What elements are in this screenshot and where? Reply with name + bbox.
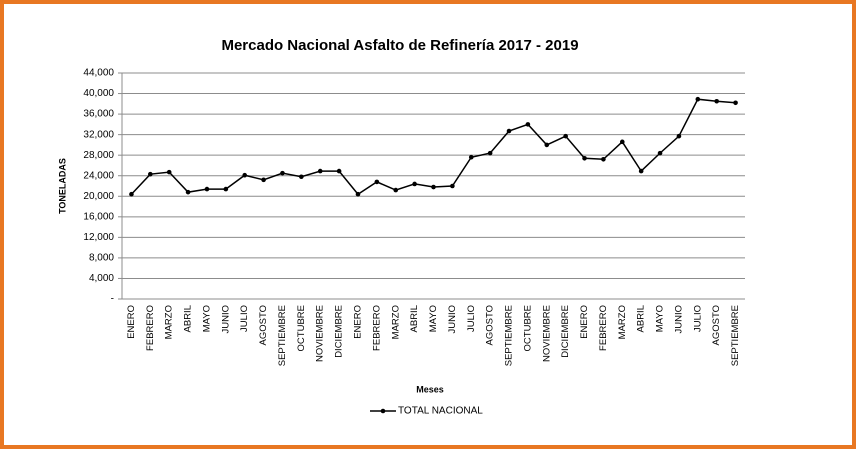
x-tick-label: MAYO — [428, 305, 439, 332]
point — [412, 181, 417, 187]
x-tick-label: AGOSTO — [711, 305, 722, 345]
point — [299, 174, 304, 180]
point — [563, 133, 568, 139]
point — [129, 191, 134, 197]
point — [450, 183, 455, 189]
point — [280, 170, 285, 176]
y-tick-label: 40,000 — [83, 88, 114, 99]
point — [393, 187, 399, 193]
x-tick-label: MARZO — [390, 305, 401, 339]
x-tick-label: MAYO — [655, 305, 666, 332]
y-axis-label: TONELADAS — [57, 158, 67, 214]
point — [582, 155, 587, 161]
x-tick-label: AGOSTO — [258, 305, 269, 345]
point — [242, 172, 248, 178]
x-tick-label: OCTUBRE — [296, 305, 307, 351]
x-tick-label: ENERO — [126, 305, 137, 339]
x-tick-label: SEPTIEMBRE — [504, 305, 515, 366]
y-tick-label: 44,000 — [83, 68, 114, 79]
x-tick-label: MARZO — [164, 305, 175, 339]
y-tick-label: 28,000 — [83, 150, 114, 161]
point — [166, 169, 172, 175]
x-tick-label: MARZO — [617, 305, 628, 339]
point — [657, 150, 663, 156]
point — [544, 142, 550, 148]
y-tick-label: 8,000 — [89, 253, 114, 264]
point — [468, 154, 474, 160]
point — [525, 122, 531, 127]
point — [619, 139, 625, 145]
point — [204, 186, 210, 192]
x-tick-label: JUNIO — [447, 305, 458, 334]
point — [185, 189, 191, 195]
y-tick-label: 12,000 — [83, 232, 114, 243]
point — [374, 179, 380, 185]
y-tick-label: 4,000 — [89, 273, 114, 284]
y-tick-label: 32,000 — [83, 129, 114, 140]
x-tick-label: FEBRERO — [145, 305, 156, 351]
x-tick-label: MAYO — [201, 305, 212, 332]
point — [148, 171, 153, 177]
point — [506, 128, 512, 134]
point — [601, 156, 606, 162]
point — [714, 98, 719, 104]
point — [261, 177, 266, 183]
point — [223, 186, 229, 192]
legend-label: TOTAL NACIONAL — [398, 406, 483, 417]
x-tick-label: DICIEMBRE — [334, 305, 345, 358]
y-tick-label: 36,000 — [83, 109, 114, 120]
y-tick-label: 20,000 — [83, 191, 114, 202]
x-tick-label: JUNIO — [220, 305, 231, 334]
point — [733, 100, 738, 106]
x-axis-label: Meses — [416, 384, 444, 394]
point — [355, 191, 361, 197]
x-tick-label: ABRIL — [636, 305, 647, 332]
x-tick-label: ENERO — [579, 305, 590, 339]
x-tick-label: DICIEMBRE — [560, 305, 571, 358]
x-tick-label: FEBRERO — [371, 305, 382, 351]
point — [317, 168, 323, 174]
y-tick-label: 16,000 — [83, 211, 114, 222]
y-tick-label: - — [111, 294, 114, 305]
point — [695, 96, 701, 102]
chart-title: Mercado Nacional Asfalto de Refinería 20… — [221, 37, 578, 54]
x-tick-label: JUNIO — [673, 305, 684, 334]
x-tick-label: JULIO — [239, 305, 250, 332]
x-tick-label: AGOSTO — [485, 305, 496, 345]
x-tick-label: SEPTIEMBRE — [277, 305, 288, 366]
x-tick-label: NOVIEMBRE — [315, 305, 326, 362]
x-tick-label: FEBRERO — [598, 305, 609, 351]
y-tick-label: 24,000 — [83, 170, 114, 181]
point — [487, 150, 493, 156]
point — [638, 168, 644, 174]
legend-marker — [380, 408, 386, 414]
point — [431, 184, 436, 190]
x-tick-label: JULIO — [692, 305, 703, 332]
x-tick-label: ENERO — [353, 305, 364, 339]
x-tick-label: ABRIL — [409, 305, 420, 332]
x-tick-label: OCTUBRE — [522, 305, 533, 351]
point — [676, 133, 682, 139]
x-tick-label: NOVIEMBRE — [541, 305, 552, 362]
x-tick-label: SEPTIEMBRE — [730, 305, 741, 366]
x-tick-label: JULIO — [466, 305, 477, 332]
x-tick-label: ABRIL — [183, 305, 194, 332]
point — [336, 168, 342, 174]
